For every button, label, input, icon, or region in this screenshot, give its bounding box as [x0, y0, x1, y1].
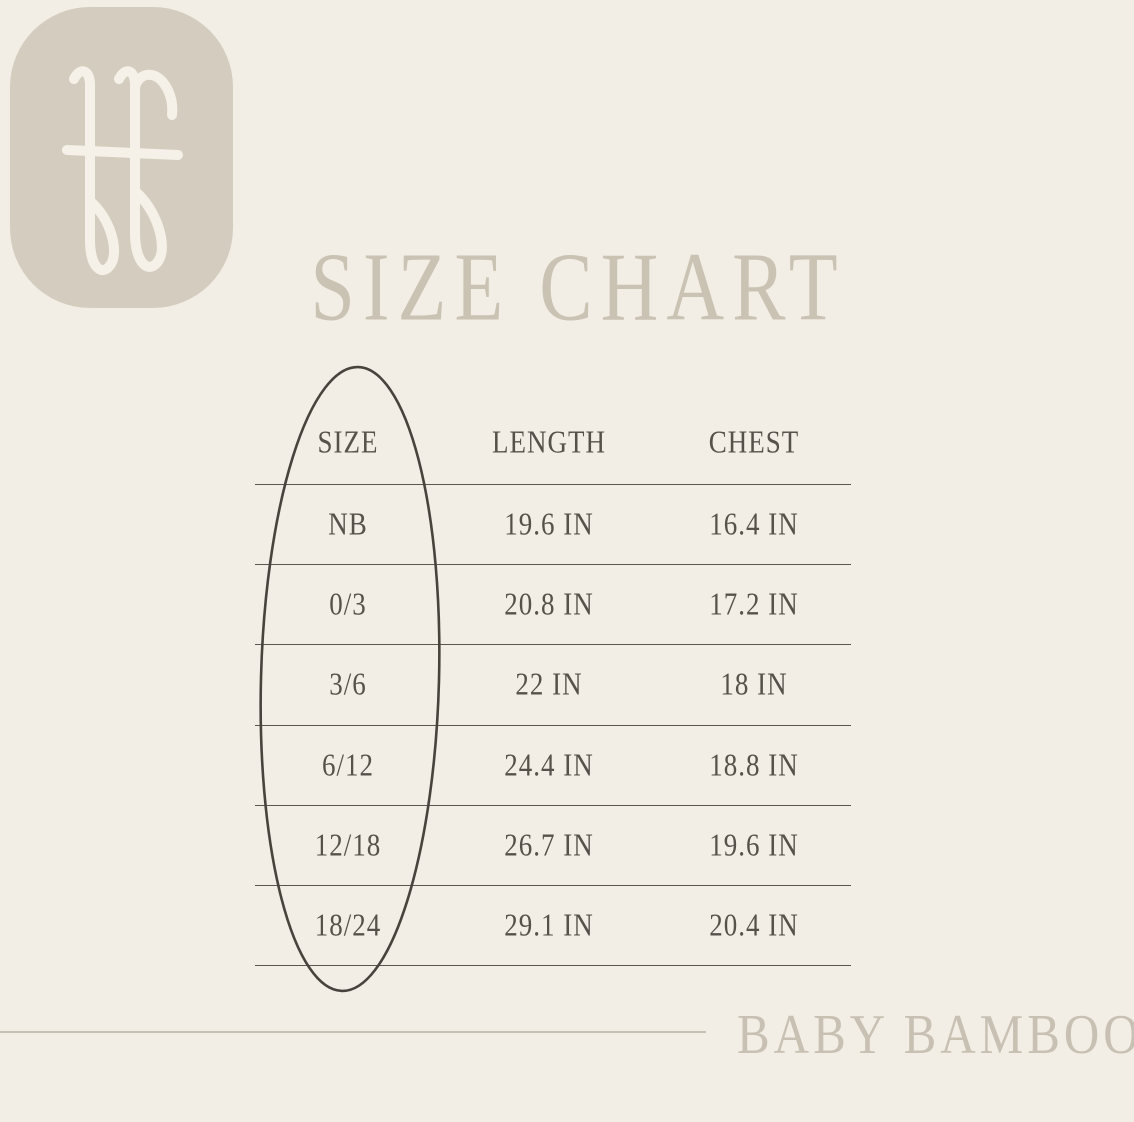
table-row: 12/18 26.7 IN 19.6 IN	[255, 806, 851, 886]
size-cell: 12/18	[314, 827, 382, 863]
length-cell: 26.7 IN	[504, 827, 594, 863]
table-row: NB 19.6 IN 16.4 IN	[255, 485, 851, 566]
page-title: SIZE CHART	[310, 234, 846, 342]
bb-monogram-icon	[62, 66, 183, 275]
column-header-chest: CHEST	[708, 423, 800, 460]
table-row: 0/3 20.8 IN 17.2 IN	[255, 565, 851, 646]
length-cell: 22 IN	[515, 666, 583, 703]
column-header-length: LENGTH	[492, 423, 606, 460]
chest-cell: 18.8 IN	[709, 746, 799, 783]
size-table: SIZE LENGTH CHEST NB 19.6 IN 16.4 IN 0/3…	[255, 400, 851, 967]
column-header-size: SIZE	[317, 423, 379, 460]
length-cell: 20.8 IN	[504, 586, 594, 622]
chest-cell: 20.4 IN	[709, 907, 799, 943]
size-cell: 0/3	[329, 586, 367, 622]
brand-logo	[10, 7, 233, 308]
size-cell: 18/24	[314, 907, 382, 943]
chest-cell: 17.2 IN	[709, 586, 799, 622]
table-row: 6/12 24.4 IN 18.8 IN	[255, 726, 851, 806]
length-cell: 24.4 IN	[504, 746, 594, 783]
footer-brand-name: BABY BAMBOO	[737, 1002, 1134, 1066]
chest-cell: 19.6 IN	[709, 827, 799, 863]
chest-cell: 18 IN	[720, 666, 788, 703]
table-header-row: SIZE LENGTH CHEST	[255, 400, 851, 485]
chest-cell: 16.4 IN	[709, 506, 799, 542]
footer-divider-line	[0, 1031, 706, 1033]
length-cell: 19.6 IN	[504, 506, 594, 542]
table-row: 18/24 29.1 IN 20.4 IN	[255, 886, 851, 967]
table-row: 3/6 22 IN 18 IN	[255, 645, 851, 726]
size-cell: 3/6	[329, 666, 367, 703]
size-cell: 6/12	[321, 746, 374, 783]
size-cell: NB	[328, 506, 368, 542]
length-cell: 29.1 IN	[504, 907, 594, 943]
